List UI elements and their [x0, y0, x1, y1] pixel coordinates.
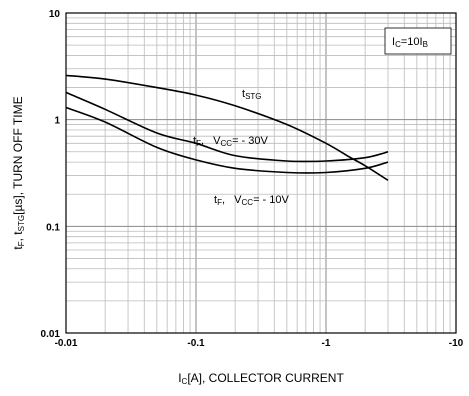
series-line-1 — [65, 91, 389, 163]
series-label-tf-30v: tF, VCC= - 30V — [193, 135, 269, 148]
series-label-tf-10v: tF, VCC= - 10V — [214, 194, 290, 207]
y-axis-label: tF, tSTG[µs], TURN OFF TIME — [11, 96, 26, 249]
x-tick-label: -1 — [322, 338, 331, 349]
x-tick-label: -10 — [449, 338, 464, 349]
y-tick-label: 10 — [49, 9, 61, 20]
y-tick-label: 0.01 — [41, 329, 61, 340]
grid-lines — [66, 13, 456, 333]
x-tick-label: -0.1 — [187, 338, 205, 349]
condition-box — [384, 27, 452, 55]
tick-labels: -0.01 -0.1 -1 -10 0.01 0.1 1 10 — [41, 9, 464, 349]
condition-label: IC=10IB — [392, 36, 428, 49]
y-tick-label: 0.1 — [46, 222, 60, 233]
y-tick-label: 1 — [54, 116, 60, 127]
series-line-0 — [65, 74, 389, 181]
series-line-2 — [65, 106, 389, 174]
series-lines — [65, 74, 389, 181]
plot-frame — [65, 12, 457, 334]
x-axis-label: IC[A], COLLECTOR CURRENT — [178, 371, 344, 386]
series-label-tstg: tSTG — [242, 88, 262, 101]
x-tick-label: -0.01 — [55, 338, 78, 349]
